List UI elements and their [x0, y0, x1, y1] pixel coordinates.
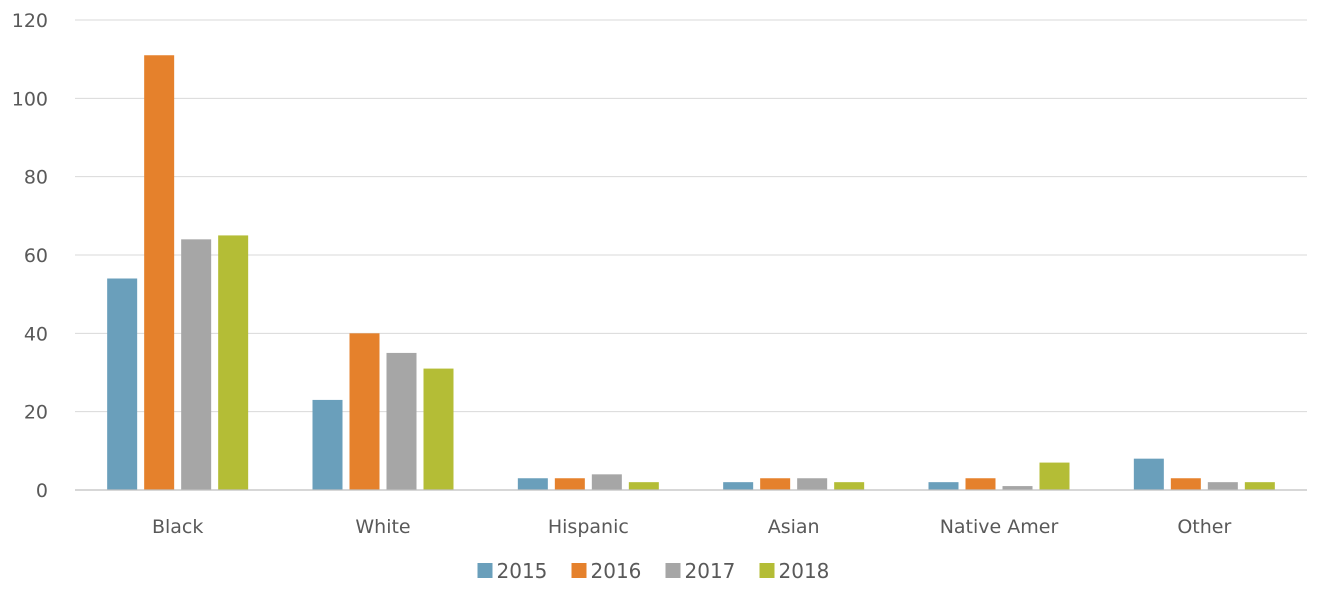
bar-native-amer-2015	[928, 482, 959, 490]
x-tick-label-white: White	[355, 516, 410, 538]
bar-asian-2015	[723, 482, 754, 490]
x-tick-label-native-amer: Native Amer	[940, 516, 1059, 538]
bar-other-2016	[1170, 478, 1201, 490]
bar-native-amer-2018	[1039, 462, 1070, 490]
legend-label-2018: 2018	[779, 559, 830, 583]
bar-asian-2016	[760, 478, 791, 490]
bar-other-2018	[1244, 482, 1275, 490]
legend-label-2015: 2015	[497, 559, 548, 583]
legend-swatch-2018	[759, 563, 775, 578]
legend: 2015 2016 2017 2018	[477, 559, 830, 583]
legend-item-2016: 2016	[571, 559, 642, 583]
y-tick-label-0: 0	[36, 480, 48, 502]
bar-hispanic-2015	[517, 478, 548, 490]
bar-black-2016	[144, 55, 175, 490]
y-tick-label-40: 40	[24, 323, 48, 345]
legend-item-2018: 2018	[759, 559, 830, 583]
bar-black-2017	[181, 239, 212, 490]
x-tick-label-other: Other	[1177, 516, 1231, 538]
x-tick-label-black: Black	[152, 516, 203, 538]
y-tick-label-80: 80	[24, 167, 48, 189]
gridlines	[75, 19, 1307, 413]
x-axis: Black White Hispanic Asian Native Amer Other	[75, 489, 1307, 538]
bar-asian-2018	[834, 482, 865, 490]
bar-hispanic-2018	[628, 482, 659, 490]
bar-white-2018	[423, 368, 454, 490]
legend-swatch-2016	[571, 563, 587, 578]
bar-native-amer-2017	[1002, 486, 1033, 490]
bar-other-2015	[1133, 458, 1164, 490]
x-tick-label-hispanic: Hispanic	[548, 516, 629, 538]
legend-item-2015: 2015	[477, 559, 548, 583]
bar-native-amer-2016	[965, 478, 996, 490]
bars	[107, 55, 1275, 490]
y-axis-ticks: 0 20 40 60 80 100 120	[12, 10, 48, 502]
bar-other-2017	[1207, 482, 1238, 490]
bar-black-2015	[107, 278, 138, 490]
bar-asian-2017	[797, 478, 828, 490]
bar-hispanic-2017	[591, 474, 622, 490]
legend-swatch-2015	[477, 563, 493, 578]
legend-label-2017: 2017	[685, 559, 736, 583]
legend-item-2017: 2017	[665, 559, 736, 583]
y-tick-label-120: 120	[12, 10, 48, 32]
bar-white-2015	[312, 399, 343, 490]
y-tick-label-20: 20	[24, 402, 48, 424]
y-tick-label-60: 60	[24, 245, 48, 267]
legend-label-2016: 2016	[591, 559, 642, 583]
y-tick-label-100: 100	[12, 88, 48, 110]
legend-swatch-2017	[665, 563, 681, 578]
bar-white-2017	[386, 352, 417, 490]
bar-white-2016	[349, 333, 380, 490]
x-tick-label-asian: Asian	[768, 516, 820, 538]
bar-black-2018	[218, 235, 249, 490]
bar-hispanic-2016	[554, 478, 585, 490]
